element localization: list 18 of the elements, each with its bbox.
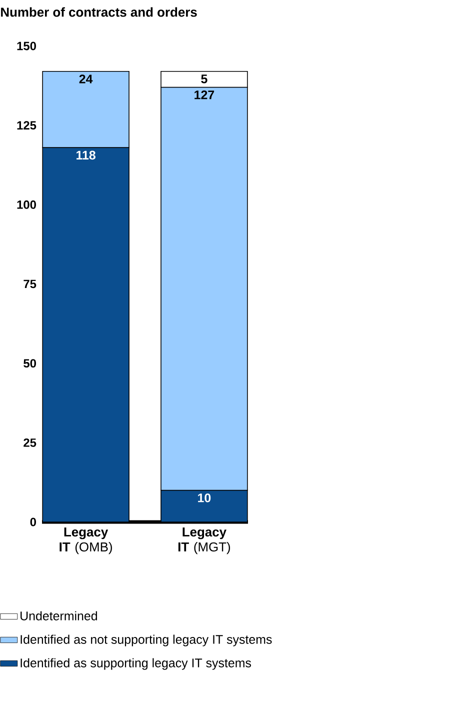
data-label: 24 xyxy=(79,74,93,84)
y-tick-label: 25 xyxy=(24,438,36,447)
legend-label: Identified as supporting legacy IT systems xyxy=(20,658,252,670)
y-tick-label: 50 xyxy=(24,359,36,368)
y-tick-label: 75 xyxy=(24,280,36,288)
data-label: 10 xyxy=(198,493,211,502)
x-tick-label: Legacy IT (OMB) xyxy=(60,528,112,554)
y-tick-label: 100 xyxy=(17,200,36,209)
data-label: 127 xyxy=(194,90,214,100)
chart-title: Number of contracts and orders xyxy=(1,7,197,17)
y-tick-label: 125 xyxy=(17,121,36,130)
y-tick-label: 150 xyxy=(17,42,36,50)
legend-label: Undetermined xyxy=(20,611,98,620)
data-label: 118 xyxy=(76,150,96,160)
legend-label: Identified as not supporting legacy IT systems xyxy=(20,634,272,646)
y-tick-label: 0 xyxy=(30,518,36,526)
x-tick-label: Legacy IT (MGT) xyxy=(178,528,230,554)
data-label: 5 xyxy=(201,74,208,84)
